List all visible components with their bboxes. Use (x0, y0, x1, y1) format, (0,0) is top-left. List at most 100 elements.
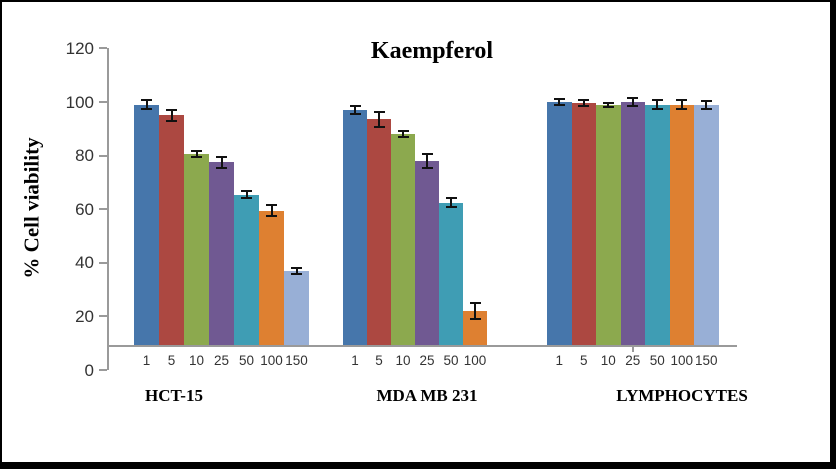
y-tick-mark-40 (99, 261, 107, 264)
error-bar-lymphocytes-10 (602, 101, 614, 108)
error-bar-hct-15-5 (166, 108, 177, 123)
error-bar-lymphocytes-150 (700, 99, 712, 110)
error-bar-whisker (426, 152, 428, 170)
bar-lymphocytes-10 (596, 104, 621, 345)
error-bar-cap-bottom (602, 105, 614, 108)
y-tick-mark-20 (99, 315, 107, 318)
error-bar-whisker (558, 98, 561, 107)
error-bar-hct-15-1 (141, 99, 152, 111)
error-bar-cap-bottom (676, 108, 688, 111)
error-bar-cap-bottom (349, 113, 361, 116)
x-axis-line (107, 345, 737, 347)
category-label-mda-mb-231-10: 10 (395, 353, 411, 368)
x-axis-minor-tick (632, 347, 634, 352)
error-bar-cap-bottom (627, 104, 639, 107)
bar-hct-15-10 (184, 154, 209, 345)
error-bar-mda-mb-231-25 (421, 152, 433, 170)
error-bar-mda-mb-231-1 (349, 104, 361, 116)
y-tick-mark-80 (99, 154, 107, 157)
error-bar-cap-bottom (469, 318, 481, 321)
error-bar-whisker (378, 111, 380, 128)
category-label-hct-15-25: 25 (213, 353, 230, 368)
error-bar-cap-bottom (166, 120, 177, 123)
category-label-mda-mb-231-50: 50 (443, 353, 459, 368)
error-bar-lymphocytes-25 (627, 97, 639, 107)
error-bar-whisker (354, 104, 356, 116)
error-bar-lymphocytes-100 (676, 99, 688, 111)
y-tick-label-120: 120 (65, 38, 94, 58)
error-bar-whisker (195, 150, 198, 159)
error-bar-hct-15-150 (291, 266, 302, 275)
error-bar-whisker (170, 108, 173, 123)
y-tick-label-40: 40 (75, 253, 94, 273)
error-bar-whisker (295, 266, 298, 275)
category-label-lymphocytes-100: 100 (670, 353, 694, 368)
category-label-lymphocytes-50: 50 (649, 353, 665, 368)
error-bar-whisker (474, 301, 476, 321)
error-bar-cap-bottom (141, 108, 152, 111)
y-tick-label-60: 60 (75, 199, 94, 219)
bar-lymphocytes-1 (547, 102, 572, 345)
error-bar-hct-15-25 (216, 155, 227, 170)
error-bar-whisker (145, 99, 148, 111)
category-label-hct-15-100: 100 (260, 353, 283, 368)
bar-lymphocytes-50 (645, 104, 670, 345)
category-label-lymphocytes-10: 10 (600, 353, 616, 368)
bar-lymphocytes-150 (694, 104, 719, 345)
y-tick-mark-100 (99, 101, 107, 104)
group-label-hct-15: HCT-15 (145, 386, 203, 405)
error-bar-whisker (402, 130, 404, 139)
error-bar-cap-bottom (651, 108, 663, 111)
category-label-hct-15-1: 1 (142, 353, 151, 368)
error-bar-cap-bottom (421, 167, 433, 170)
error-bar-cap-bottom (578, 105, 590, 108)
y-axis-line (107, 48, 109, 370)
bar-lymphocytes-100 (669, 104, 694, 345)
bar-mda-mb-231-50 (439, 202, 463, 345)
error-bar-mda-mb-231-100 (469, 301, 481, 321)
y-tick-mark-60 (99, 208, 107, 211)
error-bar-hct-15-100 (266, 203, 277, 218)
error-bar-mda-mb-231-10 (397, 130, 409, 139)
error-bar-cap-bottom (397, 136, 409, 139)
error-bar-whisker (656, 99, 659, 111)
bar-hct-15-100 (259, 210, 284, 345)
error-bar-cap-bottom (216, 167, 227, 170)
bar-lymphocytes-25 (620, 102, 645, 345)
y-tick-label-80: 80 (75, 146, 94, 166)
category-label-hct-15-10: 10 (188, 353, 205, 368)
error-bar-whisker (631, 97, 634, 107)
y-tick-mark-120 (99, 47, 107, 50)
category-label-hct-15-50: 50 (238, 353, 255, 368)
error-bar-whisker (270, 203, 273, 218)
error-bar-cap-bottom (373, 125, 385, 128)
error-bar-whisker (582, 99, 585, 108)
error-bar-whisker (220, 155, 223, 170)
bar-mda-mb-231-10 (391, 134, 415, 345)
error-bar-cap-bottom (445, 205, 457, 208)
error-bar-whisker (607, 101, 610, 108)
error-bar-hct-15-50 (241, 190, 252, 199)
bar-hct-15-5 (159, 115, 184, 345)
error-bar-mda-mb-231-5 (373, 111, 385, 128)
error-bar-lymphocytes-1 (553, 98, 565, 107)
error-bar-hct-15-10 (191, 150, 202, 159)
error-bar-whisker (450, 197, 452, 208)
error-bar-whisker (680, 99, 683, 111)
chart-title: Kaempferol (370, 38, 494, 64)
error-bar-cap-bottom (266, 215, 277, 218)
error-bar-cap-bottom (241, 196, 252, 199)
bar-hct-15-50 (234, 194, 259, 345)
error-bar-lymphocytes-50 (651, 99, 663, 111)
bar-hct-15-150 (284, 270, 309, 345)
error-bar-whisker (705, 99, 708, 110)
bar-mda-mb-231-1 (343, 110, 367, 345)
bar-mda-mb-231-5 (367, 119, 391, 345)
group-label-mda-mb-231: MDA MB 231 (376, 386, 478, 405)
category-label-mda-mb-231-25: 25 (419, 353, 435, 368)
error-bar-whisker (245, 190, 248, 199)
category-label-lymphocytes-25: 25 (625, 353, 641, 368)
category-label-lymphocytes-5: 5 (579, 353, 588, 368)
error-bar-cap-bottom (553, 104, 565, 107)
